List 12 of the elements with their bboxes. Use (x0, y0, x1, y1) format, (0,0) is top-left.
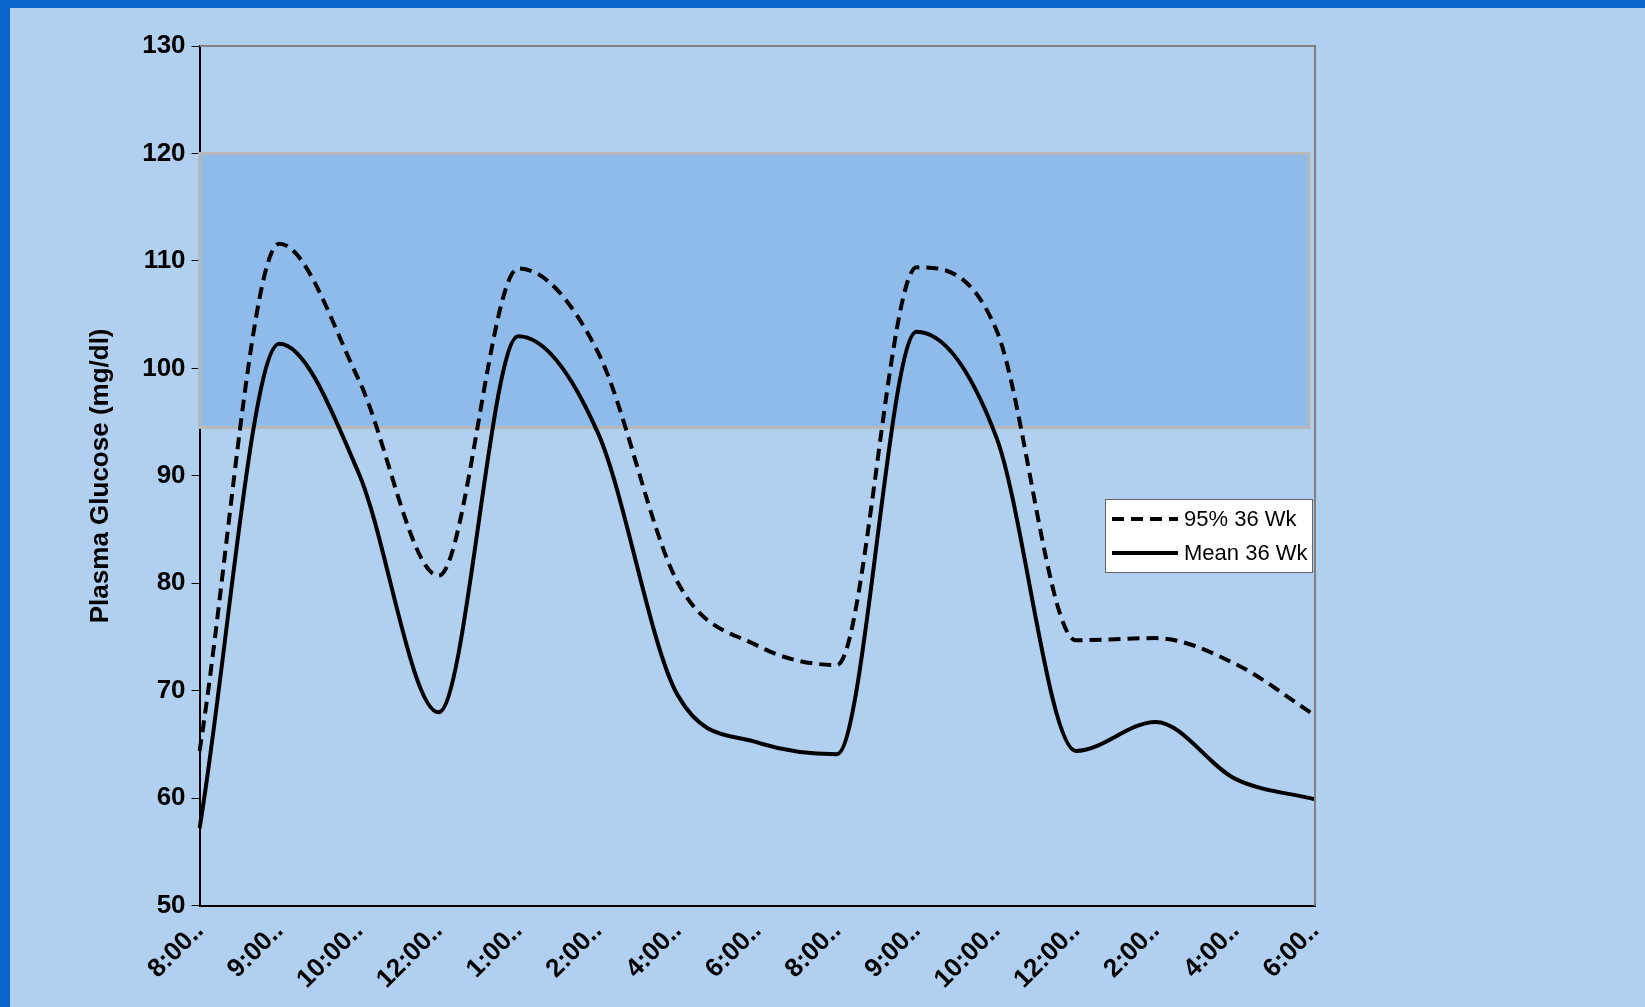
legend-label: 95% 36 Wk (1184, 505, 1297, 532)
legend-label: Mean 36 Wk (1184, 539, 1308, 566)
y-tick-label: 80 (156, 566, 186, 597)
y-axis-title: Plasma Glucose (mg/dl) (83, 328, 114, 624)
y-tick-label: 120 (142, 136, 186, 167)
y-tick-label: 130 (142, 29, 186, 60)
y-tick-label: 50 (156, 888, 186, 919)
y-tick-label: 110 (143, 244, 186, 275)
y-tick-label: 60 (156, 781, 186, 812)
y-tick-label: 70 (156, 673, 186, 704)
y-tick-label: 90 (156, 459, 186, 490)
y-tick-label: 100 (142, 351, 186, 382)
